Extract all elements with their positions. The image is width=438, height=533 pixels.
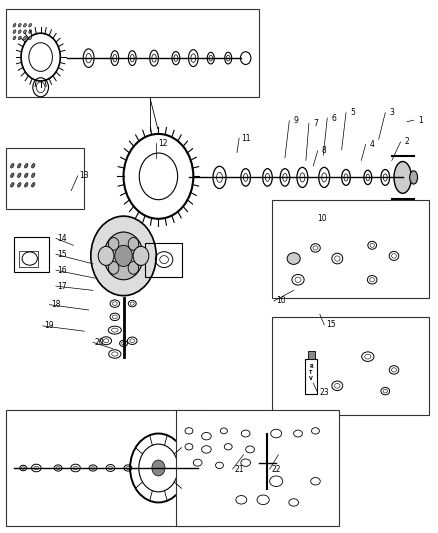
Bar [305,359,316,394]
Text: 2: 2 [404,138,409,147]
Text: 17: 17 [57,281,67,290]
Ellipse shape [18,36,21,40]
Text: 1: 1 [417,116,421,125]
Ellipse shape [24,36,26,40]
Ellipse shape [13,30,16,34]
Ellipse shape [32,183,35,187]
Text: 21: 21 [234,465,244,473]
Bar [14,237,49,272]
Text: 3: 3 [389,108,393,117]
Ellipse shape [11,164,14,168]
Ellipse shape [409,171,417,184]
Ellipse shape [18,30,21,34]
Bar [19,251,39,266]
Text: 12: 12 [158,139,167,148]
Text: 7: 7 [312,119,317,128]
Ellipse shape [13,36,16,40]
Circle shape [104,232,143,280]
Circle shape [128,238,138,251]
Text: R
T
V: R T V [308,364,312,381]
Text: 14: 14 [57,234,67,243]
Ellipse shape [25,164,28,168]
Circle shape [91,216,156,296]
Bar [6,10,258,97]
Text: 6: 6 [331,114,336,123]
Ellipse shape [25,183,28,187]
Text: 5: 5 [350,108,354,117]
Text: 11: 11 [240,134,250,143]
Circle shape [128,262,138,274]
Text: 9: 9 [293,116,297,125]
Circle shape [152,460,165,476]
Text: 15: 15 [57,250,67,259]
Text: 10: 10 [317,214,326,223]
Ellipse shape [28,36,32,40]
Text: 10: 10 [275,296,285,305]
Ellipse shape [393,161,410,193]
Bar [6,148,84,209]
Ellipse shape [18,23,21,27]
Bar [271,200,428,298]
Text: 19: 19 [45,321,54,330]
Ellipse shape [18,173,21,177]
Ellipse shape [18,183,21,187]
Text: 13: 13 [79,171,89,180]
Ellipse shape [28,30,32,34]
Ellipse shape [18,164,21,168]
Text: 20: 20 [95,338,104,347]
Ellipse shape [13,23,16,27]
Ellipse shape [28,23,32,27]
Ellipse shape [24,30,26,34]
Bar [271,317,428,415]
Text: 22: 22 [271,465,280,473]
Text: 16: 16 [57,266,67,274]
Ellipse shape [286,253,300,264]
Ellipse shape [11,183,14,187]
Text: 4: 4 [369,140,374,149]
Bar [6,410,206,526]
Text: 15: 15 [325,320,335,329]
Circle shape [115,245,132,266]
Ellipse shape [11,173,14,177]
Circle shape [108,238,119,251]
Bar [307,351,314,359]
Circle shape [98,246,114,265]
Circle shape [133,246,148,265]
Ellipse shape [32,173,35,177]
Ellipse shape [25,173,28,177]
Text: 8: 8 [321,147,326,156]
Bar [176,410,339,526]
Ellipse shape [24,23,26,27]
Ellipse shape [32,164,35,168]
Text: 18: 18 [51,300,60,309]
Circle shape [108,262,119,274]
Text: 23: 23 [319,388,328,397]
Bar [145,243,182,277]
